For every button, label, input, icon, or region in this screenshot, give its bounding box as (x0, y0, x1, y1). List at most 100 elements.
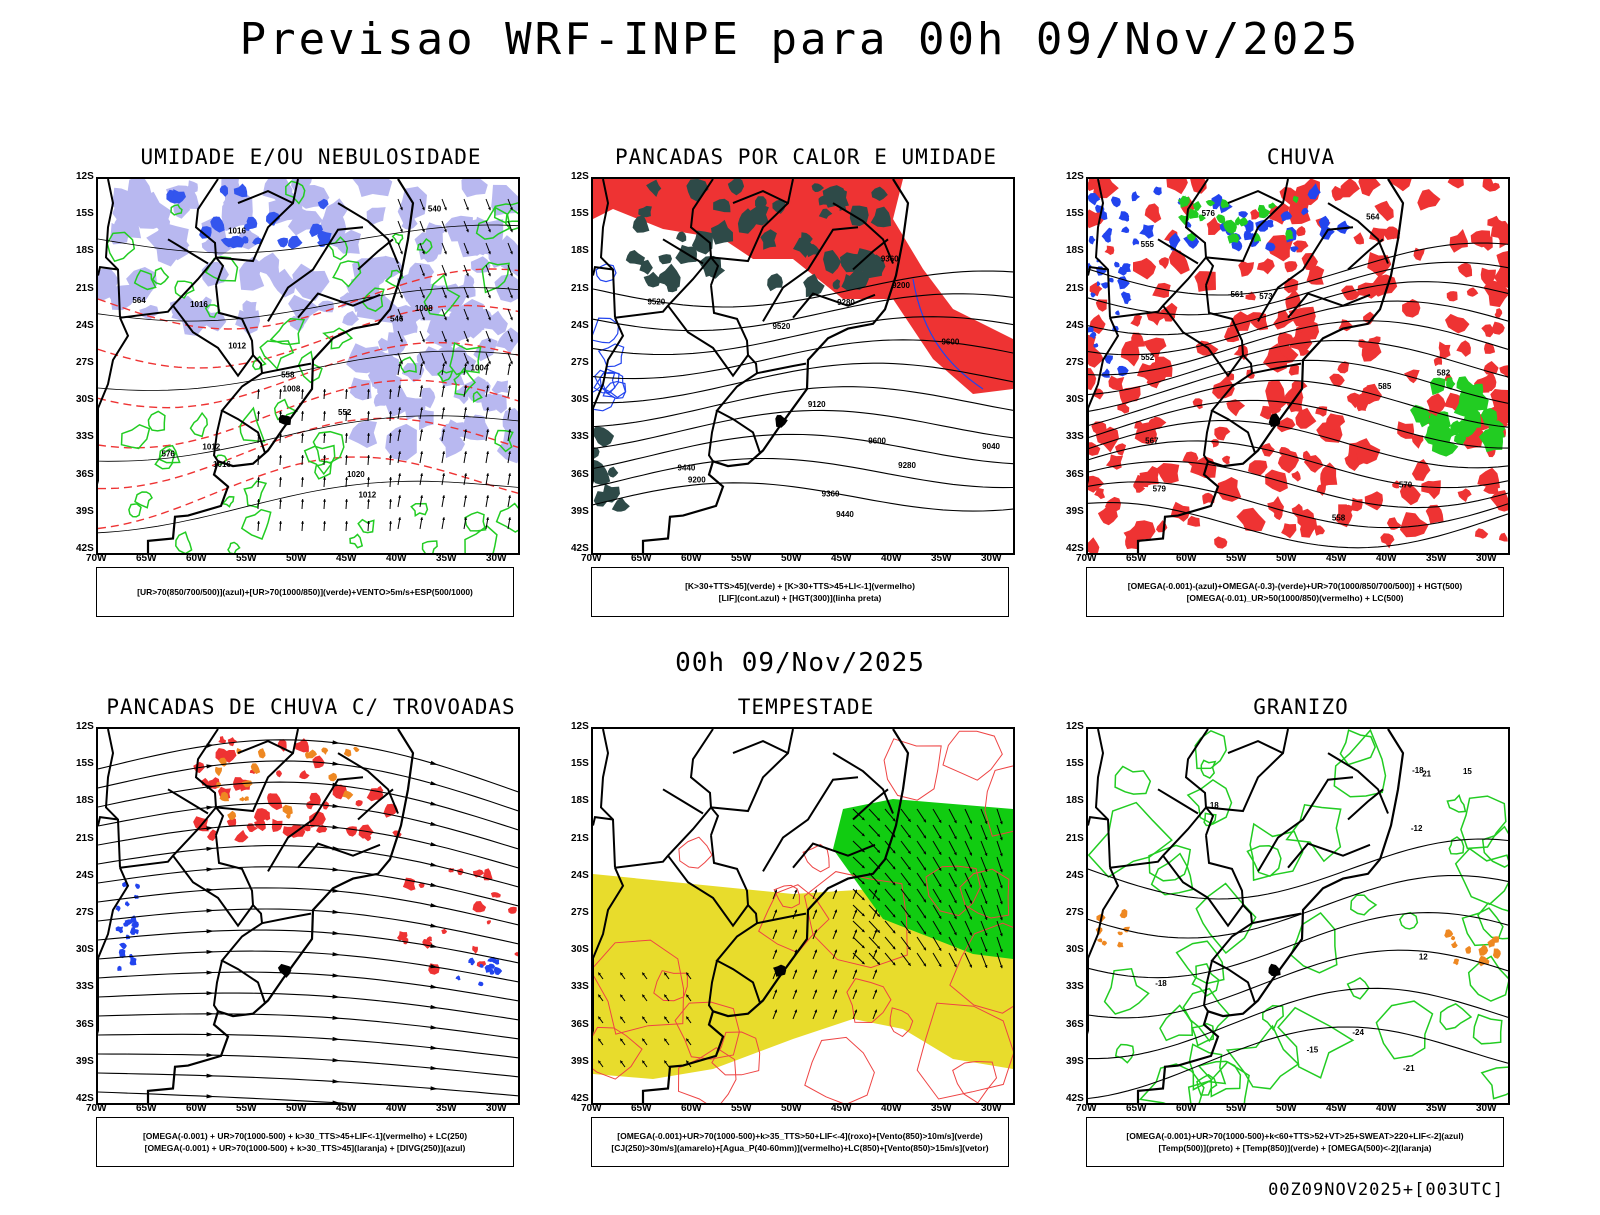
wind-arrowhead (509, 207, 513, 211)
panel-title: UMIDADE E/OU NEBULOSIDADE (140, 145, 482, 169)
humid-low-contour (251, 355, 267, 371)
flow-arrow (430, 801, 438, 806)
wind-vector (948, 904, 957, 920)
contour-label: 558 (1332, 514, 1346, 523)
y-tick-label: 36S (1066, 1018, 1084, 1030)
temp850-contour (1460, 795, 1507, 850)
wind-vector (852, 888, 865, 901)
wind-vector (980, 840, 988, 857)
map-area[interactable]: 1012 1016 1012 1016 1008 1020 1004 1012 1008 1016… (96, 177, 520, 555)
y-tick-label: 24S (76, 869, 94, 881)
divergence-area (478, 981, 484, 987)
wind-arrowhead (598, 1038, 602, 1042)
wind-arrowhead (984, 964, 988, 968)
wind-arrowhead (442, 495, 446, 498)
rain-area (1474, 528, 1489, 539)
humid-low-contour (175, 531, 193, 553)
rain-area (1340, 179, 1360, 198)
temp850-contour (1439, 1003, 1473, 1031)
x-tick-label: 40W (881, 1103, 902, 1114)
thunder-orange-area (308, 749, 318, 759)
border-line (689, 729, 714, 808)
map-area[interactable]: 9600 9520 9440 9360 9280 9200 9120 9040 9600 9520… (591, 177, 1015, 555)
streamline (98, 1072, 518, 1097)
wind-arrowhead (465, 207, 469, 211)
wind-arrowhead (953, 932, 957, 936)
omega-weak-area (1301, 207, 1309, 216)
map-area[interactable] (96, 727, 520, 1105)
omega-weak-area (1088, 326, 1094, 333)
wind-arrowhead (984, 900, 988, 904)
humid-upper-area (109, 222, 129, 245)
humid-upper-area (377, 337, 391, 352)
geography (98, 179, 415, 553)
rain-area (1341, 285, 1361, 301)
omega-weak-area (1117, 276, 1130, 290)
contour-label: 21 (1422, 770, 1431, 779)
temp850-contour (1454, 847, 1508, 906)
humid-upper-area (242, 300, 257, 315)
y-tick-label: 27S (571, 907, 589, 918)
wind-arrowhead (256, 389, 261, 392)
rain-area (1265, 469, 1288, 493)
thunder-area (472, 901, 487, 913)
contour-label: 564 (1366, 213, 1380, 222)
x-tick-label: 60W (186, 553, 207, 564)
map-area[interactable] (591, 727, 1015, 1105)
wind-arrowhead (278, 389, 283, 392)
moist-area (811, 183, 824, 192)
omega-hail-area (1450, 935, 1456, 941)
divergence-area (115, 926, 124, 934)
contour-label: 585 (1378, 382, 1392, 391)
contour-label: -24 (1352, 1028, 1364, 1037)
wind-vector (868, 952, 881, 966)
y-tick-label: 30S (1066, 944, 1084, 956)
border-line (357, 238, 394, 271)
contour-label: 1012 (358, 490, 376, 499)
wind-vector (996, 808, 1003, 825)
humid-upper-area (460, 414, 490, 441)
border-line (267, 226, 364, 322)
y-tick-label: 12S (76, 171, 94, 182)
y-tick-label: 21S (571, 282, 589, 294)
wind-arrowhead (465, 295, 469, 299)
wind-vector (868, 808, 881, 822)
wind-arrowhead (300, 411, 305, 414)
wind-arrowhead (421, 207, 425, 211)
wind-arrowhead (794, 929, 798, 933)
strong-wind-area (833, 799, 1013, 959)
flow-arrow (332, 867, 340, 872)
wind-arrowhead (464, 451, 468, 454)
map-canvas: 585 582 579 576 573 570 567 564 561 558 555 552 (1088, 179, 1508, 553)
wind-arrowhead (300, 521, 305, 524)
wind-arrowhead (861, 897, 865, 901)
omega-weak-area (1101, 368, 1110, 378)
rain-area (1088, 442, 1101, 456)
temp850-contour (1398, 911, 1419, 930)
rain-area (1426, 393, 1446, 416)
humid-low-contour (391, 233, 404, 245)
omega-weak-area (1101, 233, 1111, 243)
wind-arrowhead (642, 1016, 646, 1020)
x-tick-label: 70W (86, 553, 107, 564)
temp850-contour (1088, 801, 1173, 878)
x-tick-label: 35W (436, 553, 457, 564)
humid-low-contour (449, 341, 482, 376)
map-area[interactable]: 21 18 15 12 -12 -15 -18 -21 -24 -18 (1086, 727, 1510, 1105)
y-tick-label: 39S (571, 1055, 589, 1067)
wind-arrowhead (874, 949, 878, 953)
omega-strong-area (1187, 208, 1199, 219)
map-area[interactable]: 585 582 579 576 573 570 567 564 561 558 555 552 (1086, 177, 1510, 555)
wind-arrowhead (398, 517, 402, 520)
thunder-area (306, 800, 316, 810)
hgt500-line (1088, 261, 1508, 316)
x-tick-label: 45W (1326, 1103, 1347, 1114)
contour-label: 558 (281, 371, 295, 380)
thunder-area (294, 738, 309, 753)
wind-vector (980, 872, 988, 889)
wind-arrowhead (877, 929, 880, 933)
isobar (98, 415, 518, 462)
moist-area (639, 259, 653, 275)
temp850-contour (1175, 940, 1225, 985)
border-line (662, 238, 704, 265)
